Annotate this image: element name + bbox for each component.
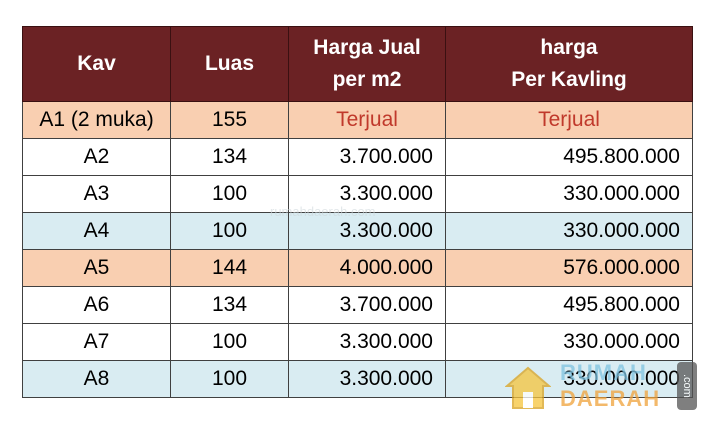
table-row: A5 144 4.000.000 576.000.000 xyxy=(22,249,693,287)
cell-luas: 144 xyxy=(170,249,289,287)
cell-luas: 155 xyxy=(170,101,289,139)
cell-kav: A5 xyxy=(22,249,171,287)
cell-kav: A1 (2 muka) xyxy=(22,101,171,139)
cell-luas: 100 xyxy=(170,175,289,213)
cell-luas: 134 xyxy=(170,286,289,324)
table-row: A2 134 3.700.000 495.800.000 xyxy=(22,138,693,176)
cell-harga-kavling: 495.800.000 xyxy=(445,138,693,176)
price-table-container: Kav Luas Harga Jual per m2 harga Per Kav… xyxy=(22,26,693,398)
house-icon xyxy=(505,366,551,409)
cell-harga-kavling: 576.000.000 xyxy=(445,249,693,287)
cell-harga-kavling: Terjual xyxy=(445,101,693,139)
watermark-line1: RUMAH xyxy=(560,360,647,385)
header-harga-jual-line2: per m2 xyxy=(332,68,402,91)
watermark-line2: DAERAH xyxy=(560,386,661,411)
cell-kav: A3 xyxy=(22,175,171,213)
table-row: A6 134 3.700.000 495.800.000 xyxy=(22,286,693,324)
rumahdaerah-watermark: RUMAH DAERAH .com xyxy=(505,360,700,415)
cell-kav: A6 xyxy=(22,286,171,324)
cell-kav: A8 xyxy=(22,360,171,398)
cell-harga-m2: 3.300.000 xyxy=(288,323,446,361)
cell-luas: 100 xyxy=(170,212,289,250)
cell-harga-m2: 4.000.000 xyxy=(288,249,446,287)
table-row: A8 100 3.300.000 330.000.000 xyxy=(22,360,693,398)
table-row: A4 100 3.300.000 330.000.000 xyxy=(22,212,693,250)
header-luas-label: Luas xyxy=(204,52,254,75)
cell-harga-kavling: 330.000.000 xyxy=(445,360,693,398)
header-row: Kav Luas Harga Jual per m2 harga Per Kav… xyxy=(22,26,693,102)
header-harga-jual-line1: Harga Jual xyxy=(313,36,421,59)
faint-watermark-text: rumahdaerah.com xyxy=(270,204,376,219)
header-harga-kavling: harga Per Kavling xyxy=(445,26,693,102)
header-kav: Kav xyxy=(22,26,171,102)
header-harga-kavling-line2: Per Kavling xyxy=(511,68,627,91)
header-luas: Luas xyxy=(170,26,289,102)
table-row: A7 100 3.300.000 330.000.000 xyxy=(22,323,693,361)
watermark-com-badge: .com xyxy=(677,362,697,410)
cell-kav: A7 xyxy=(22,323,171,361)
table-row: A1 (2 muka) 155 Terjual Terjual xyxy=(22,101,693,139)
cell-luas: 100 xyxy=(170,323,289,361)
cell-harga-m2: 3.700.000 xyxy=(288,286,446,324)
cell-harga-kavling: 495.800.000 xyxy=(445,286,693,324)
cell-luas: 134 xyxy=(170,138,289,176)
cell-luas: 100 xyxy=(170,360,289,398)
cell-kav: A4 xyxy=(22,212,171,250)
price-table: Kav Luas Harga Jual per m2 harga Per Kav… xyxy=(22,26,693,398)
cell-harga-kavling: 330.000.000 xyxy=(445,323,693,361)
cell-harga-m2: 3.300.000 xyxy=(288,360,446,398)
header-kav-label: Kav xyxy=(77,52,116,75)
header-harga-kavling-line1: harga xyxy=(540,36,598,59)
cell-harga-m2: 3.300.000 xyxy=(288,175,446,213)
cell-harga-kavling: 330.000.000 xyxy=(445,175,693,213)
cell-harga-m2: 3.700.000 xyxy=(288,138,446,176)
cell-harga-kavling: 330.000.000 xyxy=(445,212,693,250)
header-harga-jual: Harga Jual per m2 xyxy=(288,26,446,102)
cell-harga-m2: Terjual xyxy=(288,101,446,139)
cell-kav: A2 xyxy=(22,138,171,176)
